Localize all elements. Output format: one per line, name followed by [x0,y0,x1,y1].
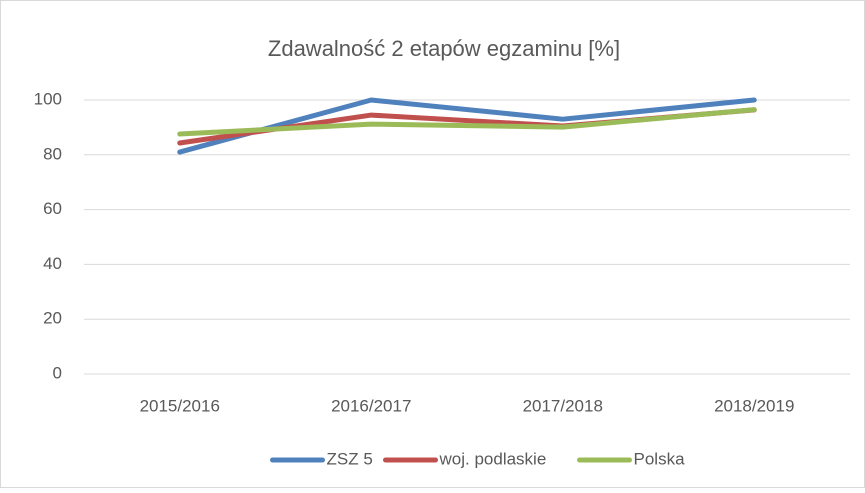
series-line [177,107,757,137]
legend-label: woj. podlaskie [439,449,547,468]
x-tick-label: 2015/2016 [140,396,220,415]
legend-label: ZSZ 5 [327,449,373,468]
series-line [177,97,757,155]
legend-label: Polska [634,449,686,468]
x-tick-label: 2017/2018 [523,396,603,415]
y-tick-label: 0 [53,363,62,382]
y-tick-label: 40 [43,254,62,273]
y-tick-label: 80 [43,144,62,163]
y-tick-label: 60 [43,199,62,218]
chart-title: Zdawalność 2 etapów egzaminu [%] [268,36,620,61]
y-tick-label: 20 [43,309,62,328]
x-tick-label: 2018/2019 [714,396,794,415]
x-tick-label: 2016/2017 [331,396,411,415]
y-tick-label: 100 [34,89,62,108]
